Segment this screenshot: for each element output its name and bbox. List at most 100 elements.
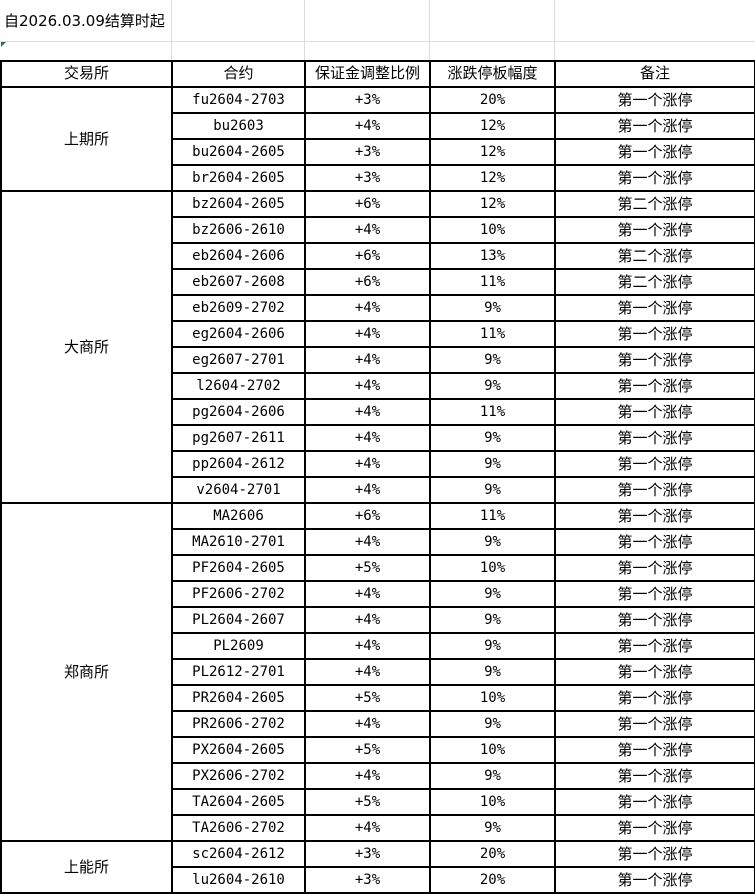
- contract-cell[interactable]: bz2604-2605: [171, 190, 306, 218]
- remarks-cell[interactable]: 第一个涨停: [554, 762, 755, 790]
- contract-cell[interactable]: PX2604-2605: [171, 736, 306, 764]
- contract-cell[interactable]: MA2610-2701: [171, 528, 306, 556]
- remarks-cell[interactable]: 第一个涨停: [554, 866, 755, 894]
- margin-ratio-cell[interactable]: +4%: [304, 814, 431, 842]
- limit-range-cell[interactable]: 9%: [429, 528, 556, 556]
- sheet-title-cell[interactable]: 自2026.03.09结算时起: [4, 12, 165, 30]
- margin-ratio-cell[interactable]: +4%: [304, 112, 431, 140]
- margin-ratio-cell[interactable]: +5%: [304, 684, 431, 712]
- header-exchange[interactable]: 交易所: [0, 60, 173, 88]
- margin-ratio-cell[interactable]: +6%: [304, 190, 431, 218]
- remarks-cell[interactable]: 第一个涨停: [554, 580, 755, 608]
- remarks-cell[interactable]: 第一个涨停: [554, 372, 755, 400]
- limit-range-cell[interactable]: 11%: [429, 320, 556, 348]
- contract-cell[interactable]: pg2604-2606: [171, 398, 306, 426]
- remarks-cell[interactable]: 第二个涨停: [554, 242, 755, 270]
- margin-ratio-cell[interactable]: +3%: [304, 86, 431, 114]
- limit-range-cell[interactable]: 11%: [429, 398, 556, 426]
- limit-range-cell[interactable]: 9%: [429, 632, 556, 660]
- contract-cell[interactable]: bu2604-2605: [171, 138, 306, 166]
- remarks-cell[interactable]: 第一个涨停: [554, 86, 755, 114]
- remarks-cell[interactable]: 第一个涨停: [554, 684, 755, 712]
- margin-ratio-cell[interactable]: +5%: [304, 788, 431, 816]
- margin-ratio-cell[interactable]: +5%: [304, 736, 431, 764]
- limit-range-cell[interactable]: 9%: [429, 814, 556, 842]
- remarks-cell[interactable]: 第一个涨停: [554, 138, 755, 166]
- limit-range-cell[interactable]: 9%: [429, 580, 556, 608]
- header-margin-ratio[interactable]: 保证金调整比例: [304, 60, 431, 88]
- limit-range-cell[interactable]: 9%: [429, 658, 556, 686]
- limit-range-cell[interactable]: 9%: [429, 294, 556, 322]
- margin-ratio-cell[interactable]: +4%: [304, 762, 431, 790]
- margin-ratio-cell[interactable]: +6%: [304, 268, 431, 296]
- contract-cell[interactable]: eb2609-2702: [171, 294, 306, 322]
- margin-ratio-cell[interactable]: +4%: [304, 346, 431, 374]
- margin-ratio-cell[interactable]: +3%: [304, 840, 431, 868]
- margin-ratio-cell[interactable]: +4%: [304, 606, 431, 634]
- contract-cell[interactable]: TA2606-2702: [171, 814, 306, 842]
- margin-ratio-cell[interactable]: +3%: [304, 164, 431, 192]
- remarks-cell[interactable]: 第一个涨停: [554, 814, 755, 842]
- limit-range-cell[interactable]: 9%: [429, 762, 556, 790]
- contract-cell[interactable]: pp2604-2612: [171, 450, 306, 478]
- header-contract[interactable]: 合约: [171, 60, 306, 88]
- remarks-cell[interactable]: 第一个涨停: [554, 528, 755, 556]
- limit-range-cell[interactable]: 9%: [429, 710, 556, 738]
- limit-range-cell[interactable]: 9%: [429, 450, 556, 478]
- remarks-cell[interactable]: 第一个涨停: [554, 424, 755, 452]
- limit-range-cell[interactable]: 12%: [429, 190, 556, 218]
- margin-ratio-cell[interactable]: +4%: [304, 658, 431, 686]
- exchange-cell[interactable]: 大商所: [0, 190, 173, 504]
- margin-ratio-cell[interactable]: +4%: [304, 580, 431, 608]
- margin-ratio-cell[interactable]: +4%: [304, 424, 431, 452]
- contract-cell[interactable]: eg2607-2701: [171, 346, 306, 374]
- contract-cell[interactable]: PR2606-2702: [171, 710, 306, 738]
- limit-range-cell[interactable]: 10%: [429, 684, 556, 712]
- contract-cell[interactable]: fu2604-2703: [171, 86, 306, 114]
- remarks-cell[interactable]: 第一个涨停: [554, 710, 755, 738]
- remarks-cell[interactable]: 第一个涨停: [554, 294, 755, 322]
- remarks-cell[interactable]: 第一个涨停: [554, 320, 755, 348]
- limit-range-cell[interactable]: 20%: [429, 866, 556, 894]
- contract-cell[interactable]: bz2606-2610: [171, 216, 306, 244]
- remarks-cell[interactable]: 第一个涨停: [554, 346, 755, 374]
- remarks-cell[interactable]: 第一个涨停: [554, 164, 755, 192]
- limit-range-cell[interactable]: 9%: [429, 372, 556, 400]
- margin-ratio-cell[interactable]: +6%: [304, 502, 431, 530]
- limit-range-cell[interactable]: 10%: [429, 736, 556, 764]
- margin-ratio-cell[interactable]: +4%: [304, 476, 431, 504]
- contract-cell[interactable]: eg2604-2606: [171, 320, 306, 348]
- margin-ratio-cell[interactable]: +4%: [304, 294, 431, 322]
- header-limit-range[interactable]: 涨跌停板幅度: [429, 60, 556, 88]
- margin-ratio-cell[interactable]: +4%: [304, 632, 431, 660]
- remarks-cell[interactable]: 第一个涨停: [554, 632, 755, 660]
- contract-cell[interactable]: PF2606-2702: [171, 580, 306, 608]
- remarks-cell[interactable]: 第一个涨停: [554, 502, 755, 530]
- limit-range-cell[interactable]: 10%: [429, 788, 556, 816]
- margin-ratio-cell[interactable]: +4%: [304, 528, 431, 556]
- contract-cell[interactable]: PX2606-2702: [171, 762, 306, 790]
- contract-cell[interactable]: eb2607-2608: [171, 268, 306, 296]
- limit-range-cell[interactable]: 12%: [429, 164, 556, 192]
- contract-cell[interactable]: MA2606: [171, 502, 306, 530]
- contract-cell[interactable]: br2604-2605: [171, 164, 306, 192]
- limit-range-cell[interactable]: 12%: [429, 112, 556, 140]
- limit-range-cell[interactable]: 9%: [429, 346, 556, 374]
- limit-range-cell[interactable]: 20%: [429, 86, 556, 114]
- margin-ratio-cell[interactable]: +4%: [304, 710, 431, 738]
- contract-cell[interactable]: TA2604-2605: [171, 788, 306, 816]
- margin-ratio-cell[interactable]: +6%: [304, 242, 431, 270]
- contract-cell[interactable]: eb2604-2606: [171, 242, 306, 270]
- margin-ratio-cell[interactable]: +5%: [304, 554, 431, 582]
- margin-ratio-cell[interactable]: +4%: [304, 320, 431, 348]
- limit-range-cell[interactable]: 10%: [429, 216, 556, 244]
- contract-cell[interactable]: v2604-2701: [171, 476, 306, 504]
- exchange-cell[interactable]: 上期所: [0, 86, 173, 192]
- contract-cell[interactable]: PR2604-2605: [171, 684, 306, 712]
- header-remarks[interactable]: 备注: [554, 60, 755, 88]
- remarks-cell[interactable]: 第一个涨停: [554, 658, 755, 686]
- contract-cell[interactable]: sc2604-2612: [171, 840, 306, 868]
- exchange-cell[interactable]: 郑商所: [0, 502, 173, 842]
- remarks-cell[interactable]: 第一个涨停: [554, 736, 755, 764]
- remarks-cell[interactable]: 第一个涨停: [554, 788, 755, 816]
